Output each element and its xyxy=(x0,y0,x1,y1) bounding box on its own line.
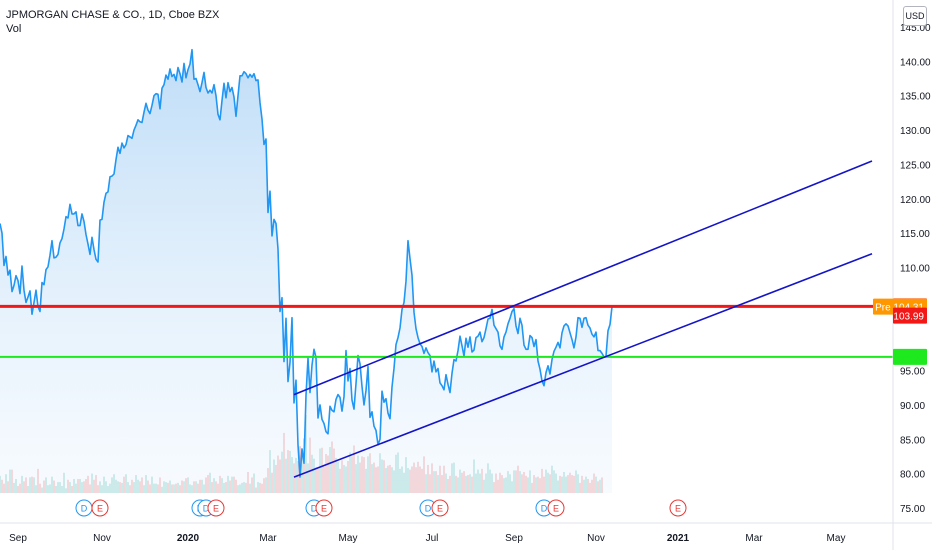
price-badge-bg xyxy=(893,348,927,365)
earnings-marker[interactable]: E xyxy=(547,499,565,517)
y-tick-label: 135.00 xyxy=(900,92,931,103)
price-badge: 97.00 xyxy=(893,348,927,365)
earnings-marker[interactable]: E xyxy=(207,499,225,517)
y-tick-label: 95.00 xyxy=(900,367,925,378)
x-tick-label: Jul xyxy=(426,533,439,544)
earnings-marker-label: E xyxy=(213,504,219,514)
earnings-marker-label: E xyxy=(675,504,681,514)
currency-button[interactable]: USD xyxy=(903,6,927,26)
y-tick-label: 140.00 xyxy=(900,57,931,68)
y-tick-label: 90.00 xyxy=(900,401,925,412)
horizontal-levels xyxy=(0,304,893,358)
earnings-marker-label: E xyxy=(437,504,443,514)
earnings-marker-circle[interactable] xyxy=(207,499,225,517)
time-axis: Sep Nov 2020 Mar May Jul Sep Nov 2021 Mar May xyxy=(0,522,932,544)
upper-channel-line[interactable] xyxy=(293,160,873,396)
y-tick-label: 75.00 xyxy=(900,504,925,515)
earnings-marker-circle[interactable] xyxy=(431,499,449,517)
y-tick-label: 80.00 xyxy=(900,470,925,481)
earnings-marker-circle[interactable] xyxy=(669,499,687,517)
earnings-marker-circle[interactable] xyxy=(315,499,333,517)
price-area-fill xyxy=(0,49,612,493)
x-tick-label: Sep xyxy=(505,533,523,544)
x-tick-label: Nov xyxy=(93,533,111,544)
price-line xyxy=(0,48,613,478)
dividend-marker-label: D xyxy=(81,504,88,514)
symbol-title: JPMORGAN CHASE & CO., 1D, Cboe BZX xyxy=(6,9,220,21)
x-tick-label: 2020 xyxy=(177,533,200,544)
y-tick-label: 115.00 xyxy=(900,229,930,240)
trend-channel xyxy=(293,160,873,478)
dividend-marker-label: D xyxy=(541,504,548,514)
price-badge: 103.99 xyxy=(893,307,927,324)
earnings-marker-label: E xyxy=(321,504,327,514)
earnings-marker-circle[interactable] xyxy=(91,499,109,517)
y-tick-label: 120.00 xyxy=(900,195,931,206)
price-badge-bg xyxy=(893,307,927,324)
earnings-marker[interactable]: E xyxy=(315,499,333,517)
price-badge-label: 103.99 xyxy=(893,312,924,323)
earnings-marker[interactable]: E xyxy=(431,499,449,517)
x-tick-label: 2021 xyxy=(667,533,690,544)
dividend-marker-label: D xyxy=(425,504,432,514)
lower-channel-line[interactable] xyxy=(293,253,873,478)
dividend-marker-label: D xyxy=(311,504,318,514)
x-tick-label: Mar xyxy=(259,533,277,544)
event-markers: DEDDEDEDEDEE xyxy=(75,499,687,517)
y-tick-label: 125.00 xyxy=(900,160,931,171)
earnings-marker-circle[interactable] xyxy=(547,499,565,517)
y-tick-label: 145.00 xyxy=(900,23,931,34)
price-axis: 75.00 80.00 85.00 90.00 95.00 110.00 115.00 120… xyxy=(892,0,931,550)
earnings-marker[interactable]: E xyxy=(669,499,687,517)
earnings-marker[interactable]: E xyxy=(91,499,109,517)
dividend-marker-label: D xyxy=(203,504,210,514)
y-tick-label: 85.00 xyxy=(900,435,925,446)
x-tick-label: Nov xyxy=(587,533,605,544)
dividend-marker[interactable]: D xyxy=(75,499,93,517)
x-tick-label: Sep xyxy=(9,533,27,544)
y-tick-label: 130.00 xyxy=(900,126,931,137)
earnings-marker-label: E xyxy=(553,504,559,514)
price-badge-label: 97.00 xyxy=(899,353,924,364)
volume-legend: Vol xyxy=(6,23,22,35)
symbol-header: JPMORGAN CHASE & CO., 1D, Cboe BZX Vol xyxy=(6,8,219,36)
x-tick-label: May xyxy=(339,533,358,544)
price-area xyxy=(0,48,613,493)
earnings-marker-label: E xyxy=(97,504,103,514)
x-tick-label: Mar xyxy=(745,533,763,544)
y-tick-label: 110.00 xyxy=(900,264,930,275)
x-tick-label: May xyxy=(827,533,846,544)
